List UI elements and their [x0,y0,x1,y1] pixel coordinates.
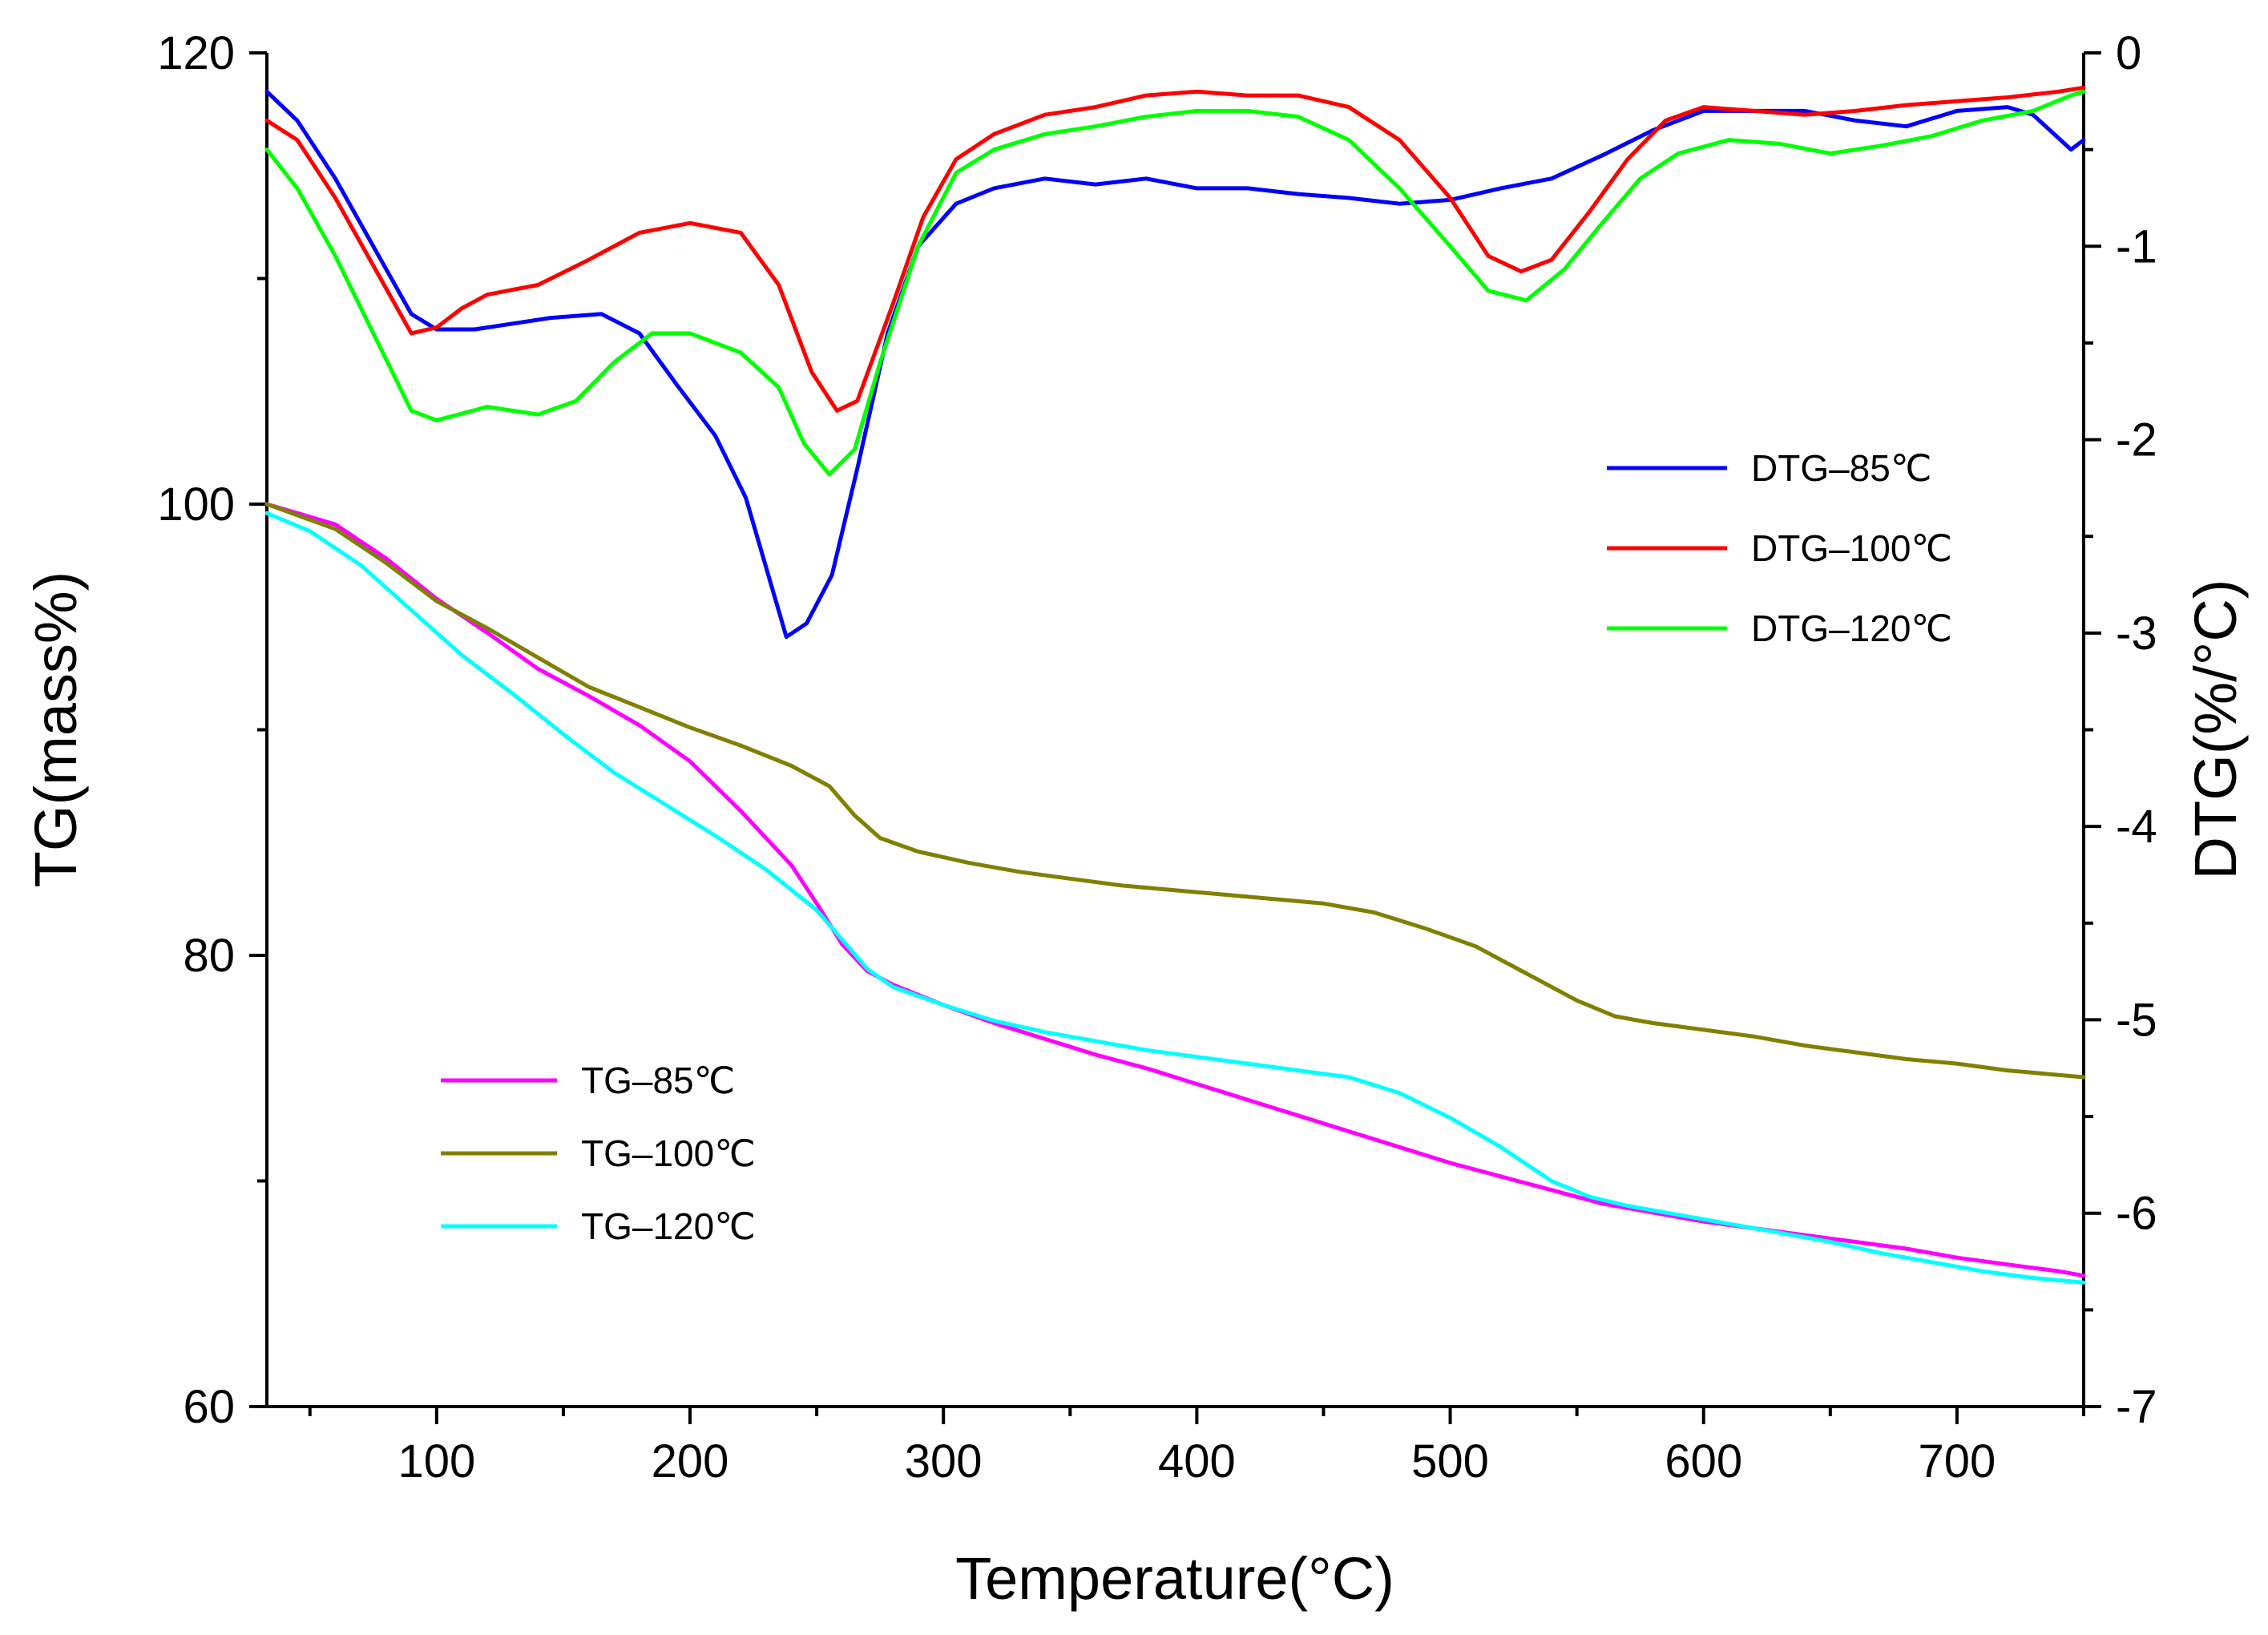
axes [265,53,2085,1408]
x-tick-label: 100 [398,1435,475,1488]
y-right-tick-label: -3 [2116,608,2157,660]
x-tick-label: 700 [1919,1435,1996,1488]
y-right-tick-label: -1 [2116,220,2157,272]
dtg-legend-label: DTG‒120℃ [1751,608,1952,649]
y-left-tick-label: 100 [157,478,235,531]
x-tick-label: 500 [1411,1435,1489,1488]
y-right-tick-label: 0 [2116,27,2141,79]
dtg-legend-label: DTG‒100℃ [1751,527,1952,569]
y-left-axis-title: TG(mass%) [22,571,89,888]
series-line-5 [264,502,2086,1080]
series-line-3 [264,89,2086,477]
tg-legend-label: TG‒120℃ [581,1205,756,1247]
y-right-tick-label: -2 [2116,414,2157,466]
y-right-axis-title: DTG(%/°C) [2182,579,2249,880]
x-tick-label: 300 [905,1435,983,1488]
y-right-tick-label: -7 [2116,1381,2157,1433]
y-left-tick-label: 60 [183,1381,235,1433]
y-right-tick-label: -6 [2116,1188,2157,1240]
series-line-2 [264,85,2086,413]
x-tick-label: 600 [1665,1435,1742,1488]
tick-labels: 100 200 300 400 500 600 700 60 80 100 120 0 -1 -2 -3 -4… [157,27,2157,1488]
x-tick-label: 400 [1158,1435,1236,1488]
x-axis-title: Temperature(°C) [955,1545,1394,1612]
y-right-tick-label: -5 [2116,994,2157,1046]
series-lines [264,85,2086,1285]
y-left-tick-label: 80 [183,930,235,982]
x-tick-label: 200 [652,1435,729,1488]
tg-legend-label: TG‒100℃ [581,1132,756,1174]
y-left-tick-label: 120 [157,27,235,79]
series-line-6 [264,511,2086,1285]
y-right-tick-label: -4 [2116,801,2157,853]
dtg-legend-label: DTG‒85℃ [1751,447,1932,489]
tg-legend-label: TG‒85℃ [581,1060,735,1101]
legends: DTG‒85℃ DTG‒100℃ DTG‒120℃ TG‒85℃ TG‒100℃ TG‒1… [441,447,1952,1247]
ticks [249,51,2101,1424]
